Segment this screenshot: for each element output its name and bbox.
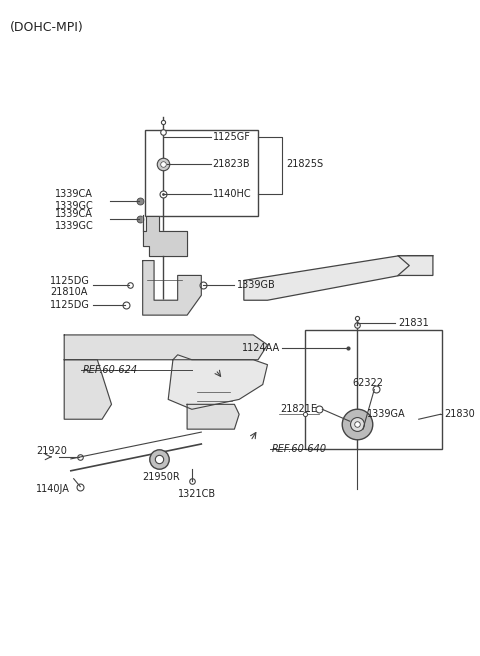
Polygon shape: [143, 215, 187, 256]
Text: 1339GC: 1339GC: [55, 221, 94, 231]
Text: 1339CA: 1339CA: [55, 189, 93, 199]
Bar: [144, 130, 258, 216]
Text: 21830: 21830: [444, 409, 475, 419]
Text: 21823B: 21823B: [213, 159, 250, 169]
Text: 62322: 62322: [352, 378, 384, 388]
Text: REF.60-640: REF.60-640: [272, 444, 327, 454]
Text: 1140JA: 1140JA: [36, 483, 70, 493]
Text: 21831: 21831: [398, 318, 429, 328]
Bar: [305, 330, 443, 449]
Text: 1321CB: 1321CB: [178, 489, 216, 499]
Text: 1339GA: 1339GA: [367, 409, 406, 419]
Text: 1125GF: 1125GF: [213, 132, 251, 142]
Text: 21920: 21920: [36, 446, 67, 456]
Text: 21821E: 21821E: [280, 404, 317, 415]
Text: (DOHC-MPI): (DOHC-MPI): [11, 20, 84, 33]
Text: 21810A: 21810A: [50, 287, 87, 297]
Text: 1125DG: 1125DG: [50, 300, 90, 310]
Text: 1339GC: 1339GC: [55, 201, 94, 211]
Polygon shape: [244, 256, 433, 300]
Polygon shape: [187, 404, 239, 429]
Polygon shape: [143, 260, 201, 315]
Text: 21950R: 21950R: [143, 472, 180, 482]
Text: 1140HC: 1140HC: [213, 189, 251, 199]
Polygon shape: [64, 335, 267, 359]
Text: REF.60-624: REF.60-624: [83, 365, 138, 375]
Text: 1125DG: 1125DG: [50, 276, 90, 287]
Text: 21825S: 21825S: [287, 159, 324, 169]
Text: 1124AA: 1124AA: [242, 343, 280, 353]
Polygon shape: [64, 359, 111, 419]
Text: 1339GB: 1339GB: [237, 280, 276, 291]
Text: 1339CA: 1339CA: [55, 209, 93, 219]
Polygon shape: [168, 355, 267, 409]
